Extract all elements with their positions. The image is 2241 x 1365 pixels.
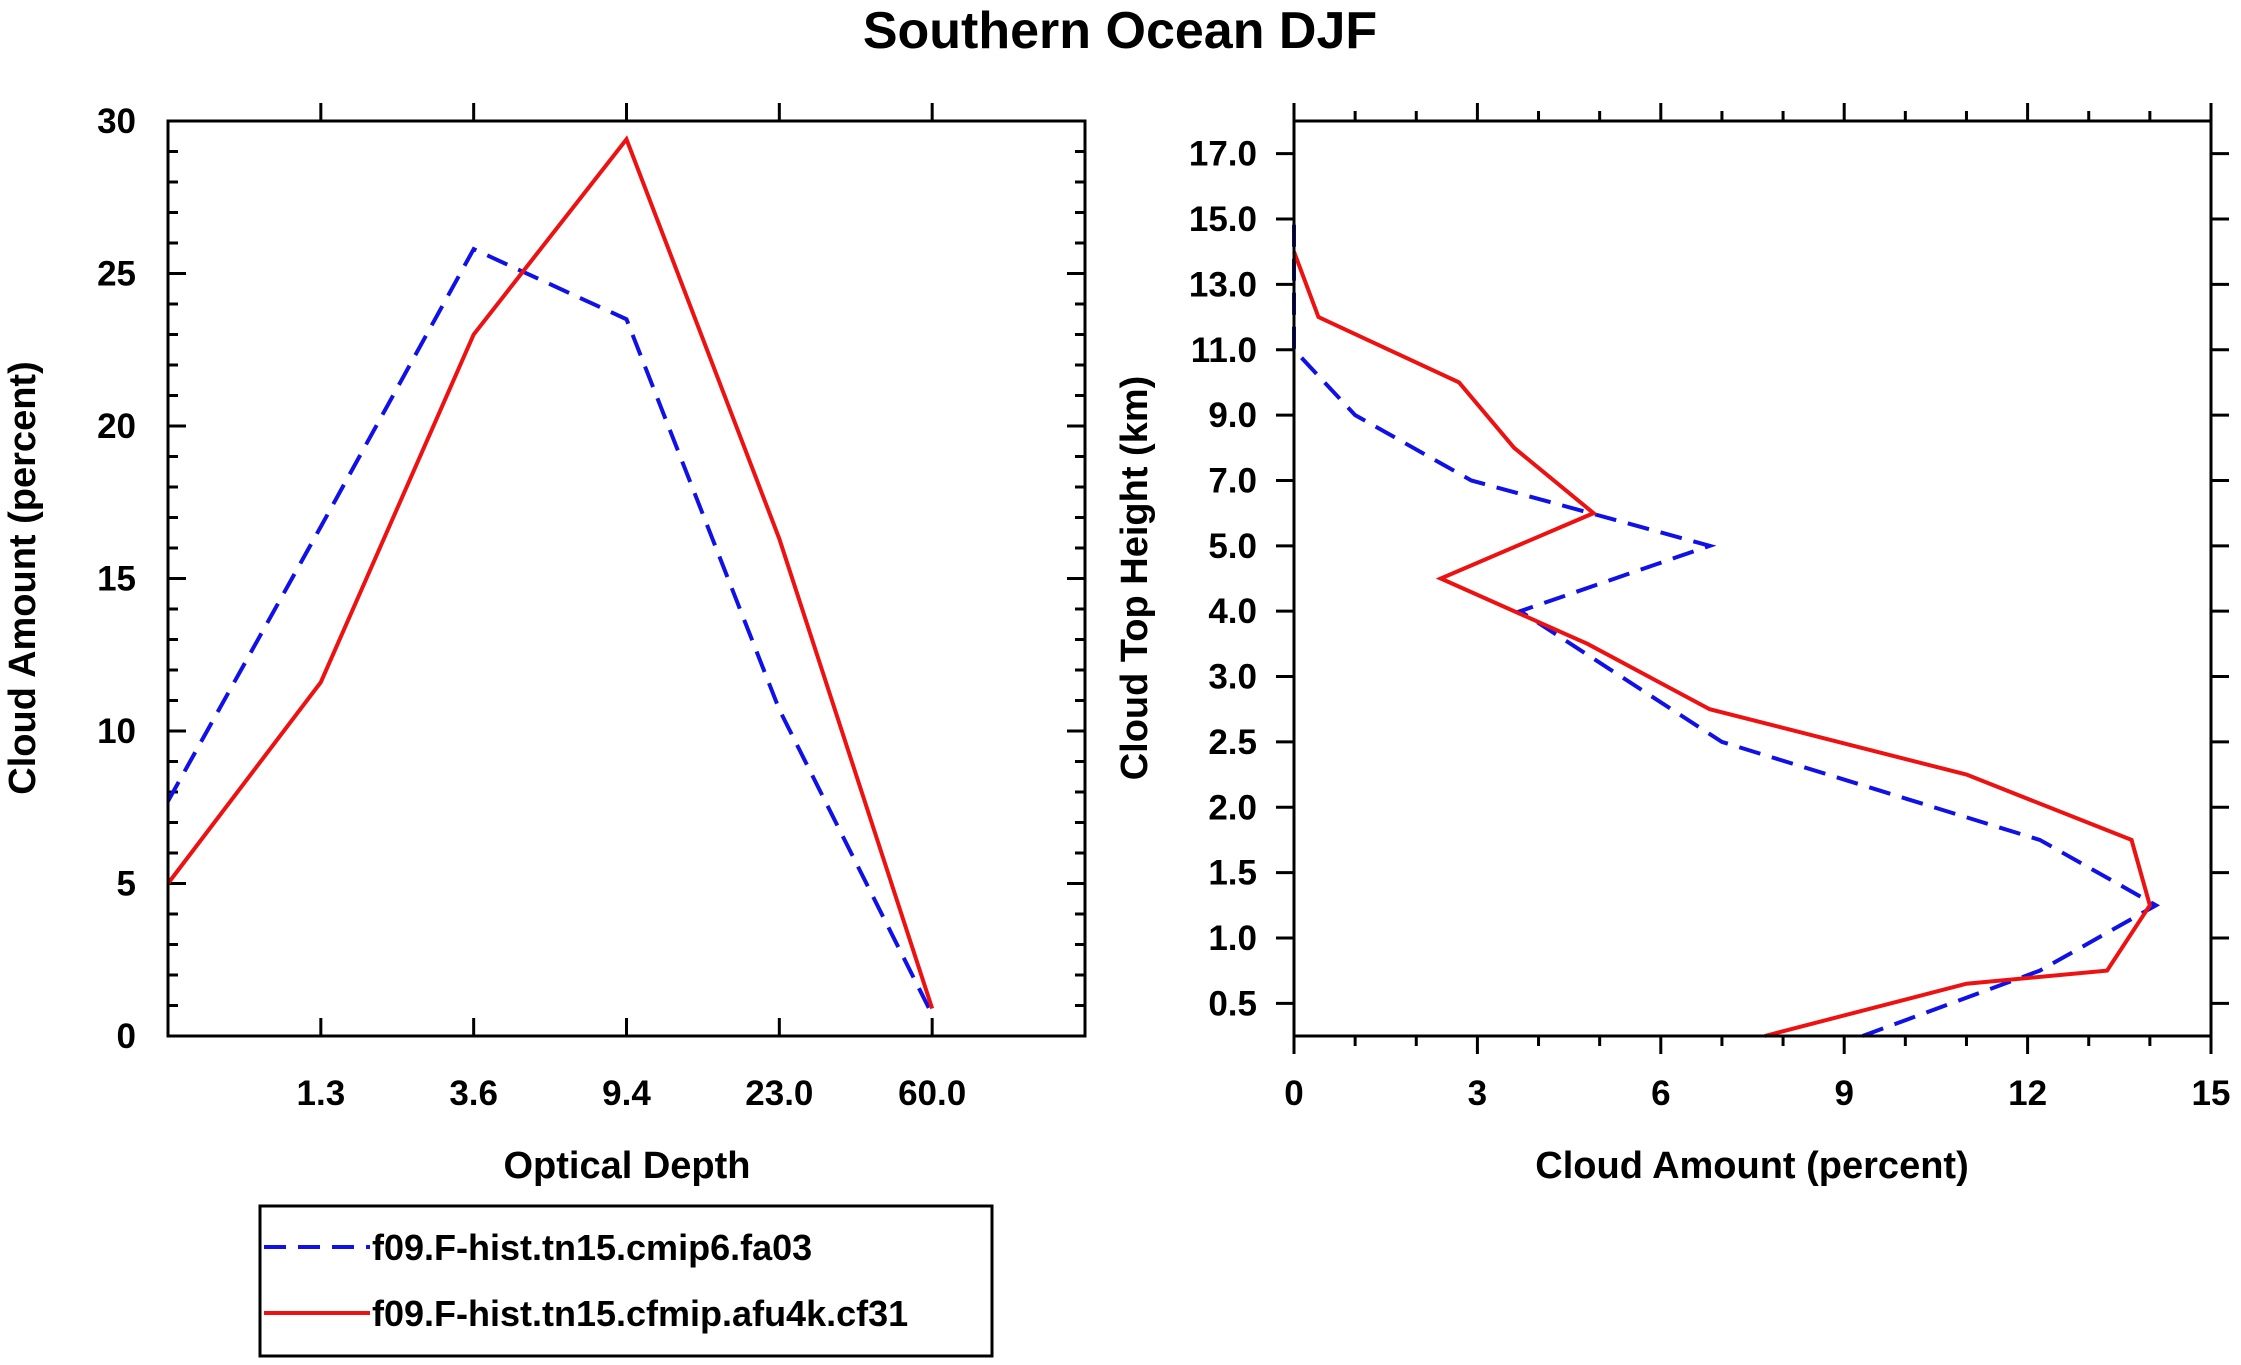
- legend-box: [258, 1204, 994, 1358]
- right-x-axis-title: Cloud Amount (percent): [1535, 1145, 1968, 1187]
- right-y-tick-label: 15.0: [1189, 200, 1257, 239]
- chart-title: Southern Ocean DJF: [863, 2, 1377, 60]
- legend-label-cmip6: f09.F-hist.tn15.cmip6.fa03: [372, 1227, 812, 1268]
- left-series-line-2: [166, 135, 935, 1010]
- right-x-tick-label: 12: [2008, 1074, 2047, 1113]
- right-y-tick-label: 7.0: [1208, 461, 1257, 500]
- left-y-tick-label: 10: [97, 712, 136, 751]
- right-x-tick-label: 9: [1834, 1074, 1853, 1113]
- right-y-tick-label: 5.0: [1208, 527, 1257, 566]
- right-x-tick-label: 0: [1284, 1074, 1303, 1113]
- right-y-axis-title: Cloud Top Height (km): [1114, 376, 1156, 781]
- left-panel: 0 5 10 15 20 25 30 1.3 3.6 9.4 23.0 60.0 Optical De…: [2, 102, 1087, 1187]
- right-x-tick-label: 3: [1468, 1074, 1487, 1113]
- right-x-tick-label: 15: [2192, 1074, 2231, 1113]
- right-y-tick-label: 0.5: [1208, 984, 1257, 1023]
- right-y-tick-label: 1.5: [1208, 854, 1257, 893]
- right-plot-frame: [1292, 119, 2213, 1038]
- left-x-tick-label: 3.6: [449, 1074, 498, 1113]
- left-x-axis-title: Optical Depth: [503, 1145, 750, 1187]
- left-y-tick-label: 20: [97, 407, 136, 446]
- left-y-axis-title: Cloud Amount (percent): [2, 361, 44, 794]
- right-series-lines: [1292, 219, 2161, 1038]
- left-ticks: 0 5 10 15 20 25 30 1.3 3.6 9.4 23.0 60.0: [97, 102, 1085, 1113]
- right-y-tick-label: 1.0: [1208, 919, 1257, 958]
- left-y-tick-label: 5: [117, 865, 136, 904]
- left-x-tick-label: 23.0: [745, 1074, 813, 1113]
- left-y-tick-label: 30: [97, 102, 136, 141]
- left-x-tick-label: 9.4: [602, 1074, 651, 1113]
- left-series-lines: [166, 135, 935, 1016]
- right-y-tick-label: 17.0: [1189, 135, 1257, 174]
- right-x-tick-label: 6: [1651, 1074, 1670, 1113]
- left-y-tick-label: 15: [97, 560, 136, 599]
- right-ticks: 0 3 6 9 12 15 0.5 1.0 1.5 2.0 2.5 3.0 4.0 5.0 7.0 9.0 11…: [1189, 103, 2231, 1113]
- right-y-tick-label: 3.0: [1208, 658, 1257, 697]
- left-y-tick-label: 25: [97, 255, 136, 294]
- left-x-tick-label: 1.3: [297, 1074, 346, 1113]
- right-y-tick-label: 9.0: [1208, 396, 1257, 435]
- left-y-tick-label: 0: [117, 1017, 136, 1056]
- right-panel: 0 3 6 9 12 15 0.5 1.0 1.5 2.0 2.5 3.0 4.0 5.0 7.0 9.0 11…: [1114, 103, 2230, 1187]
- left-x-tick-label: 60.0: [898, 1074, 966, 1113]
- legend: f09.F-hist.tn15.cmip6.fa03 f09.F-hist.tn…: [258, 1204, 994, 1358]
- legend-label-cfmip: f09.F-hist.tn15.cfmip.afu4k.cf31: [372, 1293, 908, 1334]
- right-y-tick-label: 2.0: [1208, 788, 1257, 827]
- left-plot-frame: [166, 119, 1087, 1038]
- right-y-tick-label: 2.5: [1208, 723, 1257, 762]
- left-series-line-1: [166, 246, 934, 1016]
- right-series-line-1: [1292, 219, 2161, 1038]
- right-y-tick-label: 4.0: [1208, 592, 1257, 631]
- right-y-tick-label: 13.0: [1189, 265, 1257, 304]
- right-series-line-2: [1292, 251, 2153, 1038]
- right-y-tick-label: 11.0: [1191, 331, 1257, 370]
